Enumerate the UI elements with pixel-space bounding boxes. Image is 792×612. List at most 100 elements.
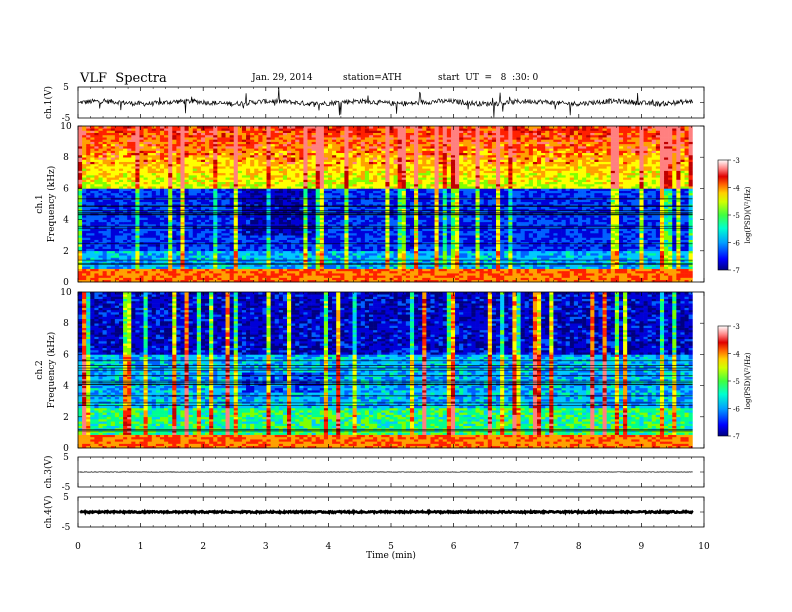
spectrogram-cell [103,275,107,278]
spectrogram-cell [582,220,586,223]
spectrogram-cell [94,229,98,232]
spectrogram-cell [652,271,656,274]
spectrogram-cell [644,275,648,278]
spectrogram-cell [168,251,172,254]
spectrogram-cell [242,246,246,249]
spectrogram-cell [598,255,602,258]
spectrogram-cell [213,278,217,281]
spectrogram-cell [291,220,295,223]
spectrogram-cell [672,231,676,234]
spectrogram-cell [492,257,496,260]
spectrogram-cell [172,266,176,269]
spectrogram-cell [394,244,398,247]
spectrogram-cell [566,257,570,260]
spectrogram-cell [340,275,344,278]
spectrogram-cell [381,273,385,276]
spectrogram-cell [246,235,250,238]
spectrogram-cell [603,273,607,276]
spectrogram-cell [480,257,484,260]
spectrogram-cell [631,233,635,236]
spectrogram-cell [226,278,230,281]
spectrogram-cell [205,249,209,252]
spectrogram-cell [148,237,152,240]
spectrogram-cell [488,278,492,281]
spectrogram-cell [148,246,152,249]
spectrogram-cell [164,231,168,234]
spectrogram-cell [394,233,398,236]
spectrogram-cell [467,220,471,223]
spectrogram-cell [267,271,271,274]
spectrogram-cell [570,233,574,236]
spectrogram-cell [676,222,680,225]
spectrogram-cell [668,246,672,249]
spectrogram-cell [668,273,672,276]
spectrogram-cell [463,222,467,225]
spectrogram-cell [533,249,537,252]
spectrogram-cell [467,237,471,240]
spectrogram-cell [303,273,307,276]
spectrogram-cell [123,246,127,249]
spectrogram-cell [500,244,504,247]
spectrogram-cell [168,257,172,260]
spectrogram-cell [451,275,455,278]
spectrogram-cell [205,266,209,269]
spectrogram-cell [381,215,385,218]
spectrogram-cell [373,235,377,238]
spectrogram-cell [439,215,443,218]
spectrogram-cell [357,215,361,218]
spectrogram-cell [180,273,184,276]
spectrogram-cell [139,266,143,269]
spectrogram-cell [476,235,480,238]
spectrogram-cell [471,246,475,249]
spectrogram-cell [320,233,324,236]
spectrogram-cell [639,233,643,236]
spectrogram-cell [500,278,504,281]
spectrogram-cell [443,269,447,272]
spectrogram-cell [517,220,521,223]
spectrogram-cell [541,237,545,240]
spectrogram-cell [619,266,623,269]
spectrogram-cell [295,257,299,260]
spectrogram-cell [529,220,533,223]
spectrogram-cell [336,217,340,220]
spectrogram-cell [365,220,369,223]
spectrogram-cell [488,244,492,247]
spectrogram-cell [385,278,389,281]
spectrogram-cell [410,271,414,274]
spectrogram-cell [185,253,189,256]
spectrogram-cell [422,278,426,281]
spectrogram-cell [480,222,484,225]
spectrogram-cell [287,246,291,249]
spectrogram-cell [262,249,266,252]
spectrogram-cell [488,253,492,256]
spectrogram-cell [496,257,500,260]
spectrogram-cell [385,217,389,220]
spectrogram-cell [103,251,107,254]
spectrogram-cell [287,273,291,276]
spectrogram-cell [94,266,98,269]
spectrogram-cell [246,253,250,256]
spectrogram-cell [566,235,570,238]
spectrogram-cell [414,273,418,276]
spectrogram-cell [373,257,377,260]
spectrogram-cell [488,255,492,258]
spectrogram-cell [127,273,131,276]
spectrogram-cell [570,246,574,249]
spectrogram-cell [246,278,250,281]
spectrogram-cell [213,251,217,254]
spectrogram-cell [627,275,631,278]
spectrogram-cell [234,215,238,218]
spectrogram-cell [262,275,266,278]
spectrogram-cell [234,266,238,269]
spectrogram-cell [541,255,545,258]
spectrogram-cell [410,229,414,232]
spectrogram-cell [598,217,602,220]
spectrogram-cell [389,233,393,236]
spectrogram-cell [500,233,504,236]
spectrogram-cell [340,217,344,220]
spectrogram-cell [135,222,139,225]
spectrogram-cell [144,253,148,256]
spectrogram-cell [435,246,439,249]
spectrogram-cell [312,275,316,278]
spectrogram-cell [131,235,135,238]
